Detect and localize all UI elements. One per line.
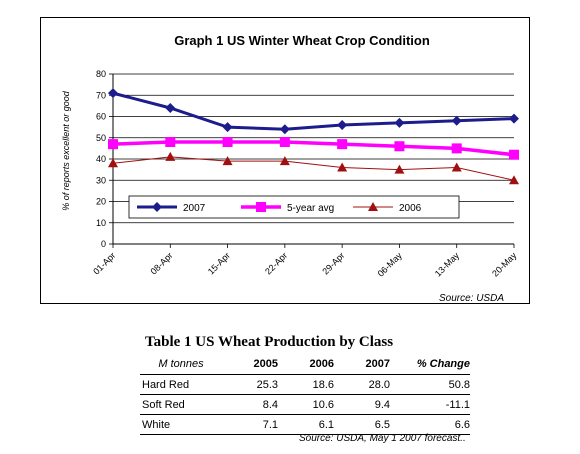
cell-2005: 25.3: [222, 374, 278, 395]
cell-2006: 18.6: [278, 374, 334, 395]
data-point: [394, 141, 405, 152]
data-point: [509, 175, 519, 185]
cell-change: 6.6: [390, 414, 470, 435]
data-point: [222, 156, 233, 166]
cell-change: 50.8: [390, 374, 470, 395]
data-point: [279, 156, 290, 166]
cell-change: -11.1: [390, 394, 470, 415]
legend-box: [128, 195, 460, 219]
data-point: [451, 115, 462, 126]
y-tick-label: 10: [96, 218, 106, 228]
data-point: [337, 139, 348, 150]
table-row: White 7.1 6.1 6.5 6.6: [140, 414, 470, 435]
table-row: Hard Red 25.3 18.6 28.0 50.8: [140, 374, 470, 395]
line-chart: Graph 1 US Winter Wheat Crop Condition01…: [61, 33, 519, 304]
data-point: [394, 117, 405, 128]
data-point: [337, 120, 348, 130]
col-header-unit: M tonnes: [140, 357, 222, 375]
row-class: Soft Red: [140, 394, 222, 415]
data-point: [509, 149, 519, 160]
col-header-2007: 2007: [334, 357, 390, 375]
x-tick-label: 20-May: [490, 250, 519, 279]
x-tick-label: 29-Apr: [320, 250, 346, 276]
chart-source-note: Source: USDA: [439, 293, 504, 304]
legend-label: 2006: [399, 203, 422, 214]
y-tick-label: 50: [96, 133, 106, 143]
col-header-2006: 2006: [278, 357, 334, 375]
x-tick-label: 08-Apr: [149, 250, 175, 276]
y-tick-label: 80: [96, 69, 106, 79]
col-header-2005: 2005: [222, 357, 278, 375]
data-point: [165, 137, 176, 147]
data-point: [108, 158, 118, 168]
legend-swatch-marker: [152, 202, 162, 212]
y-tick-label: 60: [96, 112, 106, 122]
row-class: Hard Red: [140, 374, 222, 395]
table-row: Soft Red 8.4 10.6 9.4 -11.1: [140, 394, 470, 415]
cell-2005: 8.4: [222, 394, 278, 415]
x-tick-label: 15-Apr: [206, 250, 232, 276]
data-point: [222, 137, 233, 147]
y-tick-label: 70: [96, 90, 106, 100]
y-tick-label: 0: [101, 239, 106, 249]
y-axis-label: % of reports excellent or good: [61, 90, 71, 211]
data-point: [509, 113, 519, 124]
data-point: [165, 151, 176, 161]
data-point: [108, 88, 118, 99]
series-line-1: [112, 140, 515, 157]
x-tick-label: 01-Apr: [91, 250, 117, 276]
cell-2007: 9.4: [334, 394, 390, 415]
production-table: M tonnes 2005 2006 2007 % Change Hard Re…: [140, 357, 470, 435]
series-line-2: [112, 156, 515, 181]
data-point: [337, 162, 348, 172]
data-point: [108, 139, 118, 150]
data-point: [222, 122, 233, 133]
col-header-change: % Change: [390, 357, 470, 375]
chart-frame: Graph 1 US Winter Wheat Crop Condition 0 1…: [40, 17, 530, 304]
x-tick-label: 22-Apr: [263, 250, 289, 276]
data-point: [279, 137, 290, 147]
legend-swatch-marker: [368, 202, 378, 211]
y-tick-label: 30: [96, 175, 106, 185]
legend-swatch-marker: [256, 202, 266, 212]
row-class: White: [140, 414, 222, 435]
series-line-0: [112, 91, 515, 131]
data-point: [279, 124, 290, 135]
data-point: [451, 162, 462, 172]
chart-title: Graph 1 US Winter Wheat Crop Condition: [174, 33, 430, 48]
table-header-row: M tonnes 2005 2006 2007 % Change: [140, 357, 470, 375]
data-point: [451, 143, 462, 154]
x-tick-label: 13-May: [433, 250, 462, 279]
cell-2007: 6.5: [334, 414, 390, 435]
cell-2006: 6.1: [278, 414, 334, 435]
y-tick-label: 20: [96, 197, 106, 207]
y-tick-label: 40: [96, 154, 106, 164]
table-source-note: Source: USDA, May 1 2007 forecast..: [299, 433, 466, 444]
table-title: Table 1 US Wheat Production by Class: [145, 334, 394, 350]
cell-2005: 7.1: [222, 414, 278, 435]
data-point: [165, 103, 176, 113]
cell-2006: 10.6: [278, 394, 334, 415]
cell-2007: 28.0: [334, 374, 390, 395]
legend-label: 2007: [183, 203, 206, 214]
legend-label: 5-year avg: [287, 203, 334, 214]
data-point: [394, 164, 405, 174]
x-tick-label: 06-May: [376, 250, 405, 279]
